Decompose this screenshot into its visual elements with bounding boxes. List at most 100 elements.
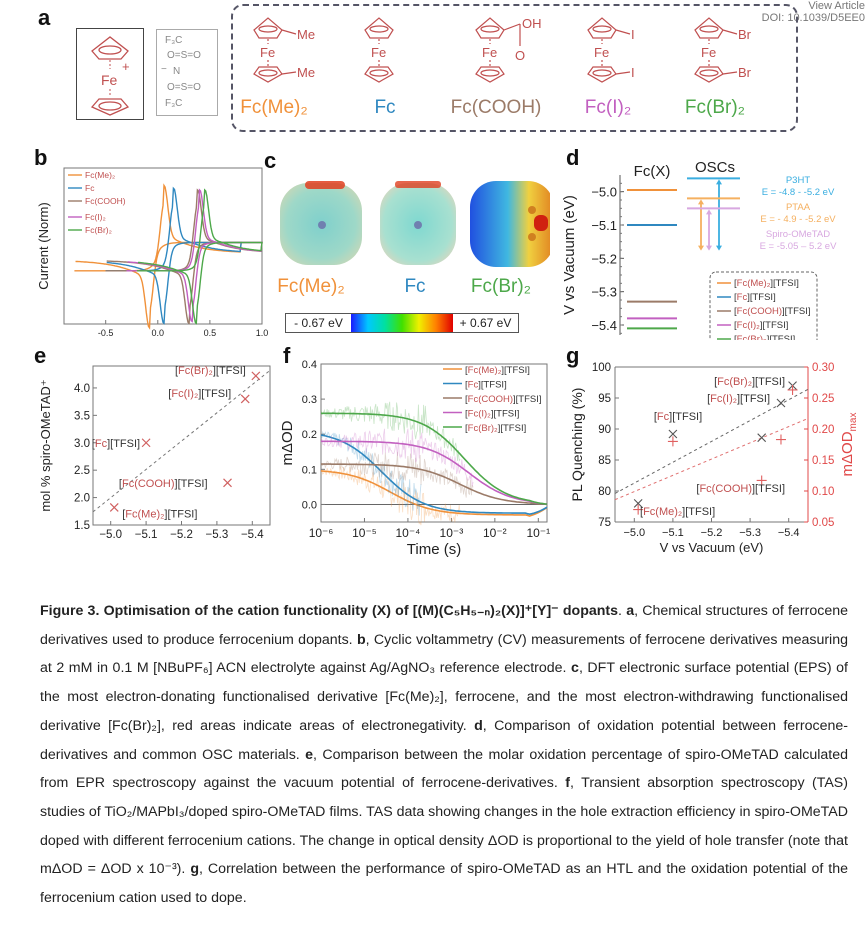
- label-core: Fc(Br)₂: [178, 365, 213, 377]
- legend-label: [Fc][TFSI]: [465, 380, 507, 391]
- label-core: Fc(COOH): [122, 478, 175, 490]
- label-core: Fc(I)₂: [171, 388, 198, 400]
- substituent-bond: [615, 29, 631, 35]
- chart-g-correlation: 75 80 85 90 95 100 0.05 0.10 0.15 0.20 0.25 0.30 −5.…: [569, 362, 859, 555]
- plot-frame: [320, 363, 548, 523]
- cp-ring-top: [587, 17, 617, 39]
- y-tick-label: 1.5: [74, 520, 90, 532]
- dod-max-point: [775, 434, 786, 445]
- cp-ring-top: [91, 36, 129, 60]
- osc-name: PTAA: [786, 202, 811, 213]
- y-axis-label: Current (Norm): [36, 202, 51, 289]
- point-label: [Fc(I)₂][TFSI]: [707, 393, 770, 405]
- arrow-head-up: [698, 199, 704, 205]
- point-label: [Fc(COOH)][TFSI]: [119, 478, 208, 490]
- so2-top: O=S=O: [167, 50, 201, 61]
- cv-series-line: [105, 188, 263, 325]
- label-suffix: ][TFSI]: [752, 483, 785, 495]
- x-tick-label: −5.0: [623, 527, 645, 539]
- y-axis-label: mol % spiro-OMeTAD⁺: [38, 379, 53, 511]
- label-suffix: ][TFSI]: [491, 409, 520, 420]
- y-tick-label-left: 100: [592, 362, 611, 374]
- legend-label: [Fc(Br)₂][TFSI]: [465, 423, 526, 434]
- tfsi-anion-structure: F₃C O=S=O − N O=S=O F₃C: [156, 29, 218, 116]
- cv-series-line: [105, 186, 242, 325]
- x-tick-label: 0.0: [152, 328, 165, 338]
- colorbar-min-label: - 0.67 eV: [286, 314, 351, 332]
- caption-label-f: f: [565, 775, 571, 792]
- dod-max-point: [787, 384, 798, 395]
- label-core: Fc(COOH): [699, 483, 752, 495]
- cp-ring-top: [253, 17, 283, 39]
- label-core: Fc(COOH): [468, 394, 513, 405]
- cp-ring-top: [475, 17, 505, 39]
- molecule-structure: Fe Me Me: [253, 17, 315, 83]
- caption-text-c: , DFT electronic surface potential (EPS)…: [40, 660, 848, 734]
- bracket: [: [465, 380, 468, 391]
- data-point-x-marker: [223, 478, 232, 488]
- molecule-name: Fc(Br)₂: [684, 97, 746, 118]
- substituent-top: OH: [522, 16, 542, 31]
- bracket: [: [714, 376, 717, 388]
- metal-label: Fe: [701, 45, 716, 60]
- substituent-bond: [722, 71, 738, 75]
- y-tick-label: 0.3: [302, 394, 317, 406]
- molecule-structure: Fe: [364, 17, 394, 83]
- point-label: [Fc(I)₂][TFSI]: [168, 388, 231, 400]
- label-suffix: ][TFSI]: [752, 376, 785, 388]
- cp-ring-bottom: [364, 66, 394, 83]
- eps-fcme2: [280, 181, 362, 265]
- cp-ring-inner: [258, 69, 278, 77]
- y-tick-label: 0.1: [302, 464, 317, 476]
- fit-line: [320, 434, 548, 516]
- caption-text-f: , Transient absorption spectroscopy (TAS…: [40, 775, 848, 878]
- metal-label: Fe: [260, 45, 275, 60]
- cv-series-line: [136, 188, 263, 325]
- molecule-structure: Fe Br Br: [694, 17, 752, 83]
- osc-name: P3HT: [786, 175, 810, 186]
- label-suffix: ][TFSI]: [478, 380, 507, 391]
- arrow-head-down: [716, 245, 722, 251]
- cp-rings: [475, 17, 521, 83]
- metal-label: Fe: [482, 45, 497, 60]
- y-tick-label-left: 80: [598, 486, 611, 498]
- x-tick-label: 10⁻¹: [526, 526, 550, 540]
- y-tick-label: 0.0: [302, 499, 317, 511]
- label-suffix: ][TFSI]: [198, 388, 231, 400]
- legend-label: [Fc(Me)₂][TFSI]: [465, 365, 530, 376]
- label-core: Fc(Me)₂: [737, 278, 771, 289]
- legend-label: Fc(Br)₂: [85, 225, 112, 235]
- substituent-bottom: I: [631, 65, 635, 80]
- y-tick-label-right: 0.10: [812, 486, 834, 498]
- label-core: Fc: [95, 438, 108, 450]
- derivatives-dashed-box: [231, 4, 798, 132]
- y-axis-label-right: mΔODmax: [839, 413, 859, 477]
- arrow-head-down: [698, 245, 704, 251]
- view-article-link[interactable]: View Article: [808, 0, 865, 12]
- caption-text-b: , Cyclic voltammetry (CV) measurements o…: [40, 631, 848, 677]
- substituent-bond: [722, 29, 738, 35]
- label-core: Fc: [737, 292, 748, 303]
- label-suffix: ][TFSI]: [760, 320, 789, 331]
- bracket: [: [707, 393, 710, 405]
- cp-ring-bottom: [90, 98, 130, 116]
- y-tick-label-right: 0.25: [812, 393, 834, 405]
- cv-series-line: [74, 183, 242, 330]
- arrow-head-up: [706, 209, 712, 215]
- x-tick-label: 10⁻⁵: [352, 526, 377, 540]
- bracket: [: [465, 394, 468, 405]
- y-tick-label: −5.3: [591, 285, 617, 300]
- cf3-bottom: F₃C: [165, 98, 182, 109]
- pl-quenching-point: [757, 433, 767, 443]
- y-tick-label-left: 85: [598, 455, 611, 467]
- y-tick-label: 2.5: [74, 465, 90, 477]
- cf3-top: F₃C: [165, 35, 182, 46]
- cp-ring-inner: [592, 69, 612, 77]
- data-point-x-marker: [141, 438, 151, 448]
- caption-label-e: e: [305, 746, 314, 763]
- label-suffix: ][TFSI]: [737, 393, 770, 405]
- x-tick-label: −5.2: [170, 529, 193, 540]
- legend-label: Fc(Me)₂: [85, 170, 115, 180]
- bracket: [: [734, 320, 737, 331]
- x-tick-label: 10⁻²: [483, 526, 507, 540]
